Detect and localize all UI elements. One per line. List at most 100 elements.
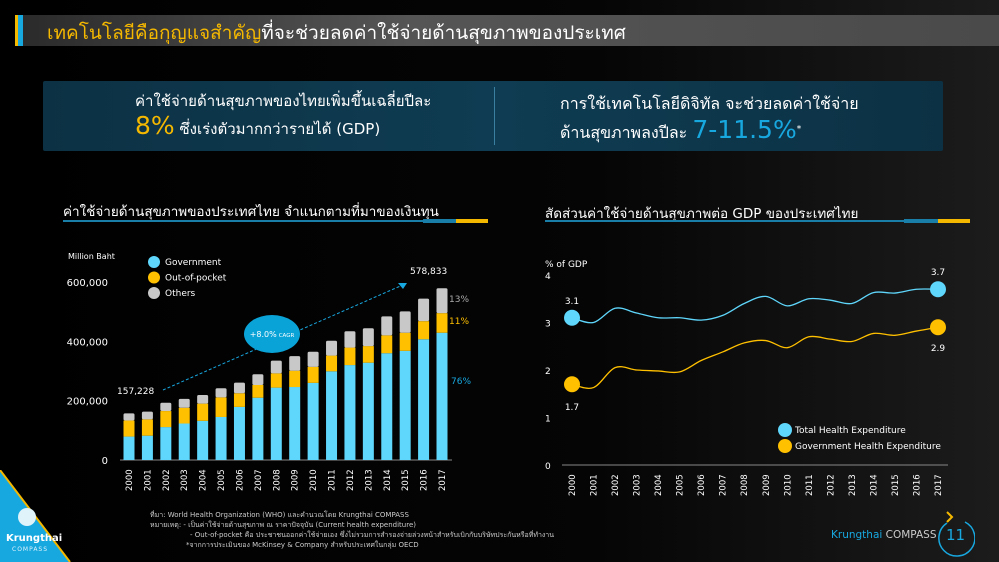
legend-swatch [778,439,792,453]
x-tick-label: 2014 [383,469,393,491]
cagr-text: +8.0% CAGR [250,330,295,339]
bar-others-2014 [381,316,393,336]
bar-out-of-pocket-2004 [197,403,209,421]
bar-government-2006 [233,406,245,460]
x-tick-label: 2009 [762,474,772,496]
bar-out-of-pocket-2012 [344,347,356,366]
bar-others-2000 [123,413,135,421]
legend-swatch [148,256,160,268]
bar-out-of-pocket-2006 [233,393,245,407]
x-tick-label: 2012 [826,474,836,496]
x-tick-label: 2006 [235,469,245,491]
bar-government-2000 [123,436,135,460]
total-end-label: 3.7 [931,268,945,278]
share-oop-label: 11% [449,317,469,327]
y-tick-label: 600,000 [67,278,108,289]
line-series-government [571,326,939,389]
x-tick-label: 2002 [611,474,621,496]
x-tick-label: 2017 [934,474,944,496]
title-rest: ที่จะช่วยลดค่าใช้จ่ายด้านสุขภาพของประเทศ [261,22,626,44]
stat-left-line1: ค่าใช้จ่ายด้านสุขภาพของไทยเพิ่มขึ้นเฉลี่… [135,92,432,110]
bar-out-of-pocket-2013 [362,346,374,363]
title-bar: เทคโนโลยีคือกุญแจสำคัญที่จะช่วยลดค่าใช้จ… [15,15,999,46]
footnote-mark: * [796,124,802,135]
bar-government-2016 [418,339,430,460]
bar-others-2015 [399,311,411,333]
bar-others-2017 [436,288,448,314]
y-tick-label: 400,000 [67,337,108,348]
x-tick-label: 2001 [143,469,153,491]
footnote-note3: *จากการประเมินของ McKinsey & Company สำห… [186,541,419,549]
cagr-label: CAGR [279,333,295,339]
footnote-note2: - Out-of-pocket คือ ประชาชนออกค่าใช้จ่าย… [190,531,555,539]
legend-swatch [778,423,792,437]
bar-out-of-pocket-2005 [215,397,227,417]
x-tick-label: 2004 [654,474,664,496]
bar-government-2005 [215,416,227,460]
bar-out-of-pocket-2016 [418,321,430,340]
series-end-marker [930,281,946,298]
logo-subtext: COMPASS [12,546,49,553]
x-tick-label: 2007 [254,469,264,491]
bar-out-of-pocket-2008 [270,373,282,388]
bar-government-2013 [362,362,374,460]
bar-out-of-pocket-2014 [381,335,393,354]
bar-others-2002 [160,402,172,412]
stat-right-line1: การใช้เทคโนโลยีดิจิทัล จะช่วยลดค่าใช้จ่า… [560,94,859,113]
underline-yellow-block [456,219,488,223]
logo-icon [18,508,36,526]
bar-others-2006 [233,382,245,394]
x-tick-label: 2008 [272,469,282,491]
bar-government-2014 [381,353,393,460]
bar-government-2009 [289,387,301,460]
legend-label: Total Health Expenditure [794,426,906,436]
bar-government-2015 [399,350,411,460]
bar-government-2007 [252,397,264,460]
x-tick-label: 2015 [401,469,411,491]
x-tick-label: 2014 [869,474,879,496]
legend-swatch [148,287,160,299]
y-tick-label: 0 [545,462,551,472]
footer-brand: Krungthai COMPASS [831,529,937,541]
bar-others-2013 [362,328,374,347]
stat-left-line2: ซึ่งเร่งตัวมากกว่ารายได้ (GDP) [179,120,381,138]
bar-out-of-pocket-2007 [252,384,264,398]
bar-government-2004 [197,420,209,460]
gov-end-label: 2.9 [931,344,946,354]
x-tick-label: 2011 [805,474,815,496]
bar-government-2012 [344,365,356,460]
y-tick-label: 200,000 [67,397,108,408]
bar-out-of-pocket-2010 [307,366,319,383]
y-tick-label: 1 [545,415,551,425]
line-chart-title: สัดส่วนค่าใช้จ่ายด้านสุขภาพต่อ GDP ของปร… [545,206,859,222]
bar-others-2001 [141,411,153,420]
x-tick-label: 2015 [891,474,901,496]
x-tick-label: 2004 [199,469,209,491]
total-start-label: 3.1 [565,297,579,307]
bar-others-2003 [178,398,190,408]
start-total-label: 157,228 [117,387,154,397]
x-tick-label: 2005 [676,474,686,496]
y-tick-label: 4 [545,272,551,282]
y-tick-label: 2 [545,367,551,377]
bar-government-2011 [326,371,338,460]
underline-blue-block [423,219,456,223]
series-start-marker [564,376,580,393]
legend-swatch [148,271,160,284]
x-tick-label: 2002 [162,469,172,491]
footnote-note1: หมายเหตุ: - เป็นค่าใช้จ่ายด้านสุขภาพ ณ ร… [150,521,416,529]
stat-right-line2: ด้านสุขภาพลงปีละ [560,123,688,142]
bar-out-of-pocket-2000 [123,420,135,437]
x-tick-label: 2008 [740,474,750,496]
underline-yellow-block [938,219,970,223]
legend-label: Others [165,289,196,299]
series-end-marker [930,319,946,336]
chevron-right-icon [946,511,954,523]
bar-chart-title: ค่าใช้จ่ายด้านสุขภาพของประเทศไทย จำแนกตา… [63,204,439,220]
footnote: ที่มา: World Health Organization (WHO) แ… [150,510,554,550]
share-others-label: 13% [449,295,469,305]
x-tick-label: 2003 [180,469,190,491]
underline-blue-block [904,219,938,223]
bar-government-2002 [160,427,172,460]
